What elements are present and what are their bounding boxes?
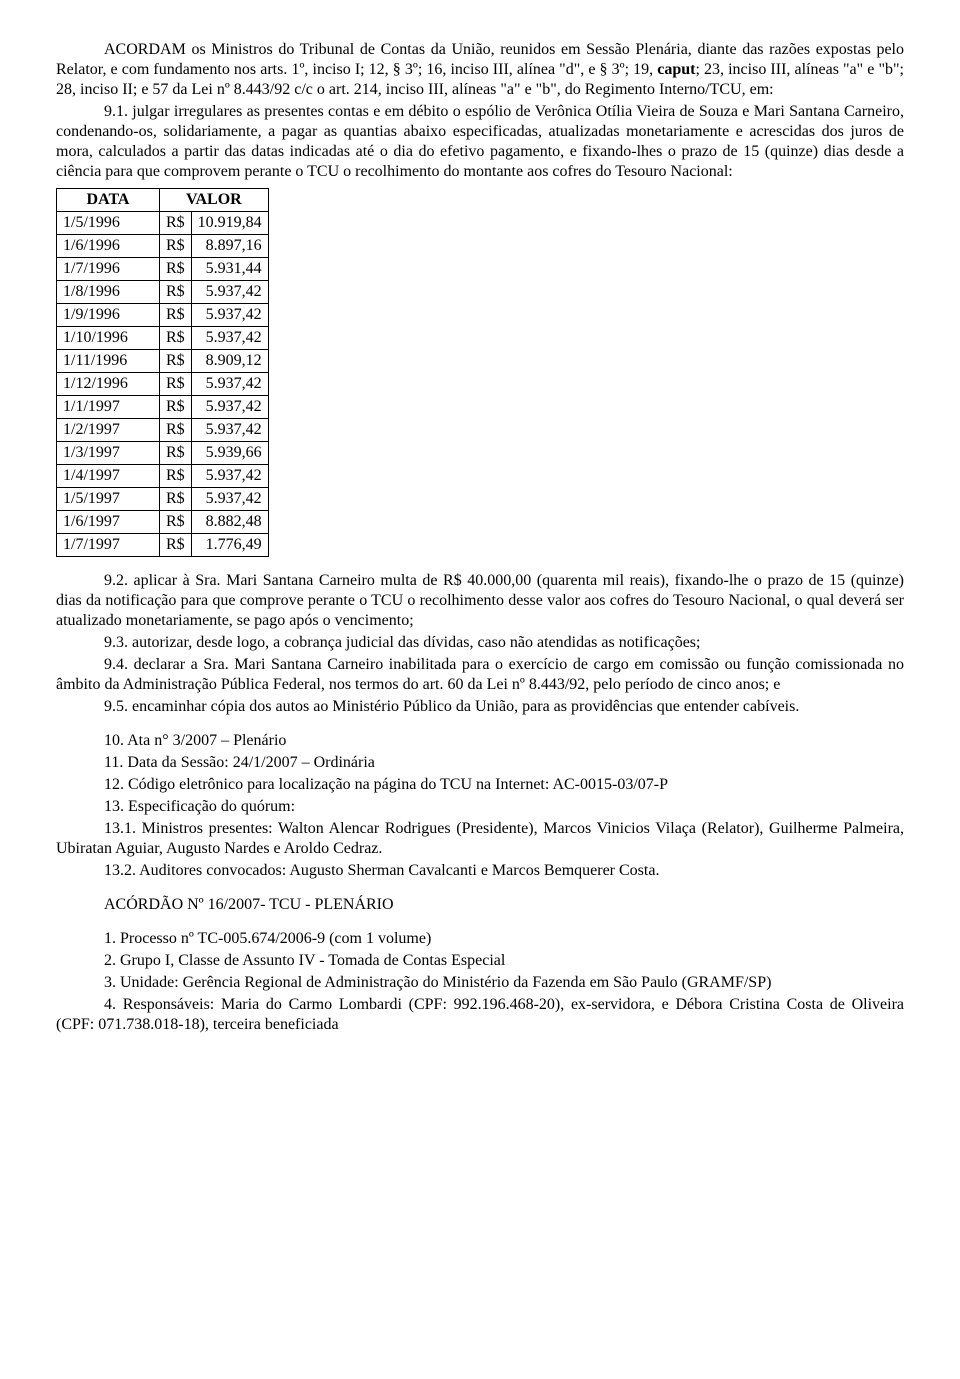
- cell-currency: R$: [160, 281, 192, 304]
- cell-date: 1/11/1996: [57, 350, 160, 373]
- table-row: 1/9/1996R$5.937,42: [57, 304, 269, 327]
- table-row: 1/4/1997R$5.937,42: [57, 465, 269, 488]
- paragraph-a1: 1. Processo nº TC-005.674/2006-9 (com 1 …: [56, 929, 904, 949]
- header-date: DATA: [57, 189, 160, 212]
- cell-value: 5.937,42: [191, 396, 268, 419]
- paragraph-12: 12. Código eletrônico para localização n…: [56, 775, 904, 795]
- cell-currency: R$: [160, 534, 192, 557]
- cell-date: 1/3/1997: [57, 442, 160, 465]
- cell-date: 1/2/1997: [57, 419, 160, 442]
- value-table: DATA VALOR 1/5/1996R$10.919,841/6/1996R$…: [56, 188, 269, 557]
- cell-value: 8.909,12: [191, 350, 268, 373]
- paragraph-acordam: ACORDAM os Ministros do Tribunal de Cont…: [56, 40, 904, 100]
- cell-currency: R$: [160, 304, 192, 327]
- cell-value: 5.937,42: [191, 488, 268, 511]
- table-row: 1/1/1997R$5.937,42: [57, 396, 269, 419]
- cell-currency: R$: [160, 419, 192, 442]
- cell-currency: R$: [160, 465, 192, 488]
- table-row: 1/6/1997R$8.882,48: [57, 511, 269, 534]
- cell-date: 1/6/1997: [57, 511, 160, 534]
- cell-date: 1/4/1997: [57, 465, 160, 488]
- table-row: 1/2/1997R$5.937,42: [57, 419, 269, 442]
- paragraph-a4: 4. Responsáveis: Maria do Carmo Lombardi…: [56, 995, 904, 1035]
- cell-value: 8.897,16: [191, 235, 268, 258]
- cell-date: 1/1/1997: [57, 396, 160, 419]
- cell-currency: R$: [160, 488, 192, 511]
- paragraph-a3: 3. Unidade: Gerência Regional de Adminis…: [56, 973, 904, 993]
- paragraph-11: 11. Data da Sessão: 24/1/2007 – Ordinári…: [56, 753, 904, 773]
- cell-date: 1/5/1997: [57, 488, 160, 511]
- cell-currency: R$: [160, 511, 192, 534]
- paragraph-9-1: 9.1. julgar irregulares as presentes con…: [56, 102, 904, 182]
- cell-value: 8.882,48: [191, 511, 268, 534]
- cell-value: 5.937,42: [191, 304, 268, 327]
- paragraph-a2: 2. Grupo I, Classe de Assunto IV - Tomad…: [56, 951, 904, 971]
- cell-currency: R$: [160, 396, 192, 419]
- table-row: 1/7/1997R$1.776,49: [57, 534, 269, 557]
- paragraph-9-4: 9.4. declarar a Sra. Mari Santana Carnei…: [56, 655, 904, 695]
- cell-date: 1/7/1997: [57, 534, 160, 557]
- table-row: 1/10/1996R$5.937,42: [57, 327, 269, 350]
- cell-value: 5.937,42: [191, 465, 268, 488]
- paragraph-13-1: 13.1. Ministros presentes: Walton Alenca…: [56, 819, 904, 859]
- cell-value: 5.937,42: [191, 419, 268, 442]
- paragraph-13-2: 13.2. Auditores convocados: Augusto Sher…: [56, 861, 904, 881]
- table-row: 1/8/1996R$5.937,42: [57, 281, 269, 304]
- cell-date: 1/9/1996: [57, 304, 160, 327]
- cell-value: 5.937,42: [191, 281, 268, 304]
- cell-currency: R$: [160, 235, 192, 258]
- cell-value: 5.937,42: [191, 373, 268, 396]
- table-row: 1/6/1996R$8.897,16: [57, 235, 269, 258]
- table-row: 1/12/1996R$5.937,42: [57, 373, 269, 396]
- cell-date: 1/8/1996: [57, 281, 160, 304]
- header-value: VALOR: [160, 189, 269, 212]
- cell-currency: R$: [160, 258, 192, 281]
- table-row: 1/11/1996R$8.909,12: [57, 350, 269, 373]
- cell-date: 1/5/1996: [57, 212, 160, 235]
- paragraph-9-5: 9.5. encaminhar cópia dos autos ao Minis…: [56, 697, 904, 717]
- cell-currency: R$: [160, 442, 192, 465]
- cell-date: 1/6/1996: [57, 235, 160, 258]
- table-row: 1/3/1997R$5.939,66: [57, 442, 269, 465]
- cell-value: 10.919,84: [191, 212, 268, 235]
- cell-currency: R$: [160, 373, 192, 396]
- cell-date: 1/7/1996: [57, 258, 160, 281]
- paragraph-9-3: 9.3. autorizar, desde logo, a cobrança j…: [56, 633, 904, 653]
- cell-value: 5.931,44: [191, 258, 268, 281]
- paragraph-10: 10. Ata n° 3/2007 – Plenário: [56, 731, 904, 751]
- bold-caput: caput: [657, 61, 695, 78]
- table-row: 1/7/1996R$5.931,44: [57, 258, 269, 281]
- cell-currency: R$: [160, 350, 192, 373]
- cell-value: 1.776,49: [191, 534, 268, 557]
- cell-value: 5.939,66: [191, 442, 268, 465]
- paragraph-13: 13. Especificação do quórum:: [56, 797, 904, 817]
- paragraph-9-2: 9.2. aplicar à Sra. Mari Santana Carneir…: [56, 571, 904, 631]
- table-row: 1/5/1997R$5.937,42: [57, 488, 269, 511]
- table-header-row: DATA VALOR: [57, 189, 269, 212]
- cell-date: 1/12/1996: [57, 373, 160, 396]
- cell-currency: R$: [160, 212, 192, 235]
- acordao-title: ACÓRDÃO Nº 16/2007- TCU - PLENÁRIO: [56, 895, 904, 915]
- cell-currency: R$: [160, 327, 192, 350]
- table-row: 1/5/1996R$10.919,84: [57, 212, 269, 235]
- cell-date: 1/10/1996: [57, 327, 160, 350]
- cell-value: 5.937,42: [191, 327, 268, 350]
